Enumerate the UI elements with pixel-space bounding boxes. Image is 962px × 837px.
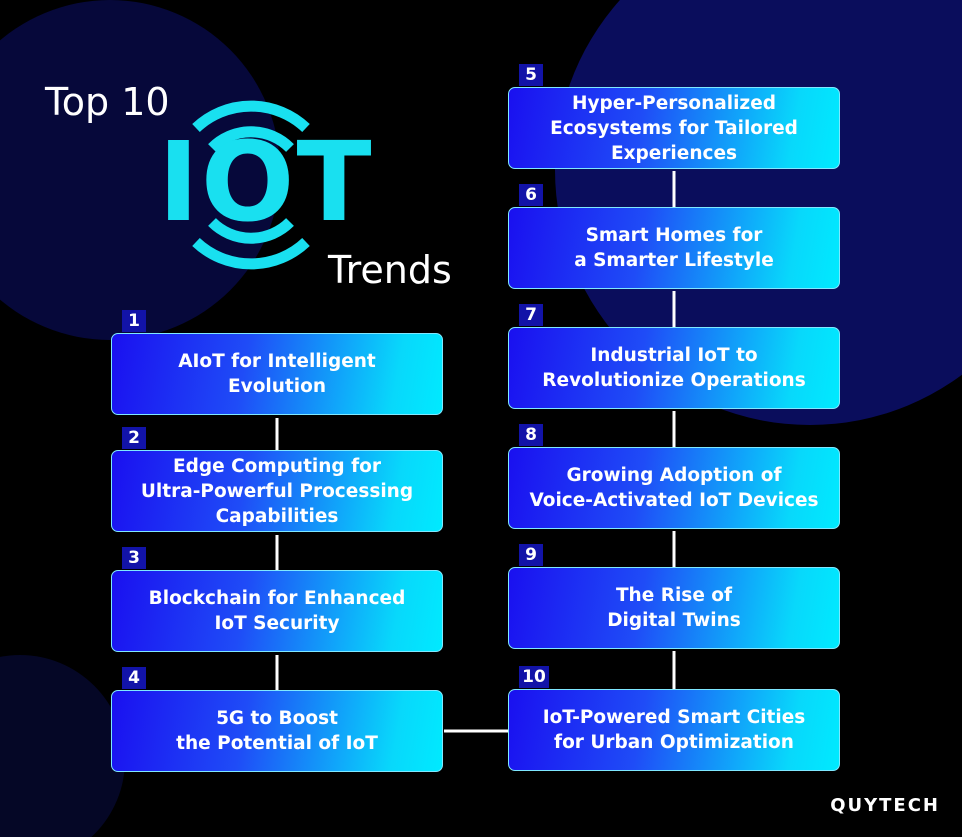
item-text: Hyper-Personalized [572, 92, 776, 114]
brand: QUYTECH [830, 795, 940, 816]
item-number: 10 [519, 666, 549, 688]
header-subtitle: Trends [328, 248, 452, 292]
item-box: Hyper-Personalized Ecosystems for Tailore… [508, 87, 840, 169]
item-text: Evolution [228, 376, 326, 397]
item-text: for Urban Optimization [554, 732, 794, 753]
connectors [275, 171, 676, 733]
item-text: IoT-Powered Smart Cities [542, 707, 806, 728]
bg-circle [0, 655, 125, 837]
item-text: the Potential of IoT [176, 733, 378, 754]
logo: IOT [158, 118, 374, 246]
item-box: Growing Adoption of Voice-Activated IoT D… [508, 447, 840, 529]
item-number: 4 [122, 667, 146, 689]
item-text: Voice-Activated IoT Devices [529, 490, 819, 511]
item-text: Industrial IoT to [590, 345, 758, 366]
item-box: The Rise of Digital Twins [508, 567, 840, 649]
item-text: The Rise of [615, 585, 733, 606]
item-box: Smart Homes for a Smarter Lifestyle [508, 207, 840, 289]
item-box: Industrial IoT to Revolutionize Operation… [508, 327, 840, 409]
item-number: 2 [122, 427, 146, 449]
item-number: 6 [519, 184, 543, 206]
item-number: 9 [519, 544, 543, 566]
item-text: a Smarter Lifestyle [574, 250, 774, 271]
item-box: Edge Computing for Ultra-Powerful Process… [111, 450, 443, 532]
item-text: Blockchain for Enhanced [148, 588, 406, 609]
item-text: Experiences [610, 142, 738, 164]
item-text: 5G to Boost [216, 708, 338, 729]
item-text: Digital Twins [607, 610, 741, 631]
item-number: 1 [122, 310, 146, 332]
signal-arcs [192, 100, 310, 270]
item-text: IoT Security [214, 613, 340, 634]
header-top: Top 10 [45, 80, 170, 124]
item-number: 8 [519, 424, 543, 446]
item-box: IoT-Powered Smart Cities for Urban Optimi… [508, 689, 840, 771]
item-text: Capabilities [215, 505, 339, 527]
item-box: 5G to Boost the Potential of IoT [111, 690, 443, 772]
item-text: Ecosystems for Tailored [550, 117, 798, 139]
item-text: Ultra-Powerful Processing [140, 480, 414, 502]
item-box: AIoT for Intelligent Evolution [111, 333, 443, 415]
item-number: 7 [519, 304, 543, 326]
item-text: AIoT for Intelligent [178, 351, 376, 372]
item-number: 5 [519, 64, 543, 86]
item-text: Growing Adoption of [566, 465, 782, 486]
item-box: Blockchain for Enhanced IoT Security [111, 570, 443, 652]
item-text: Edge Computing for [172, 455, 381, 477]
item-text: Revolutionize Operations [542, 370, 806, 391]
item-number: 3 [122, 547, 146, 569]
item-text: Smart Homes for [585, 225, 763, 246]
